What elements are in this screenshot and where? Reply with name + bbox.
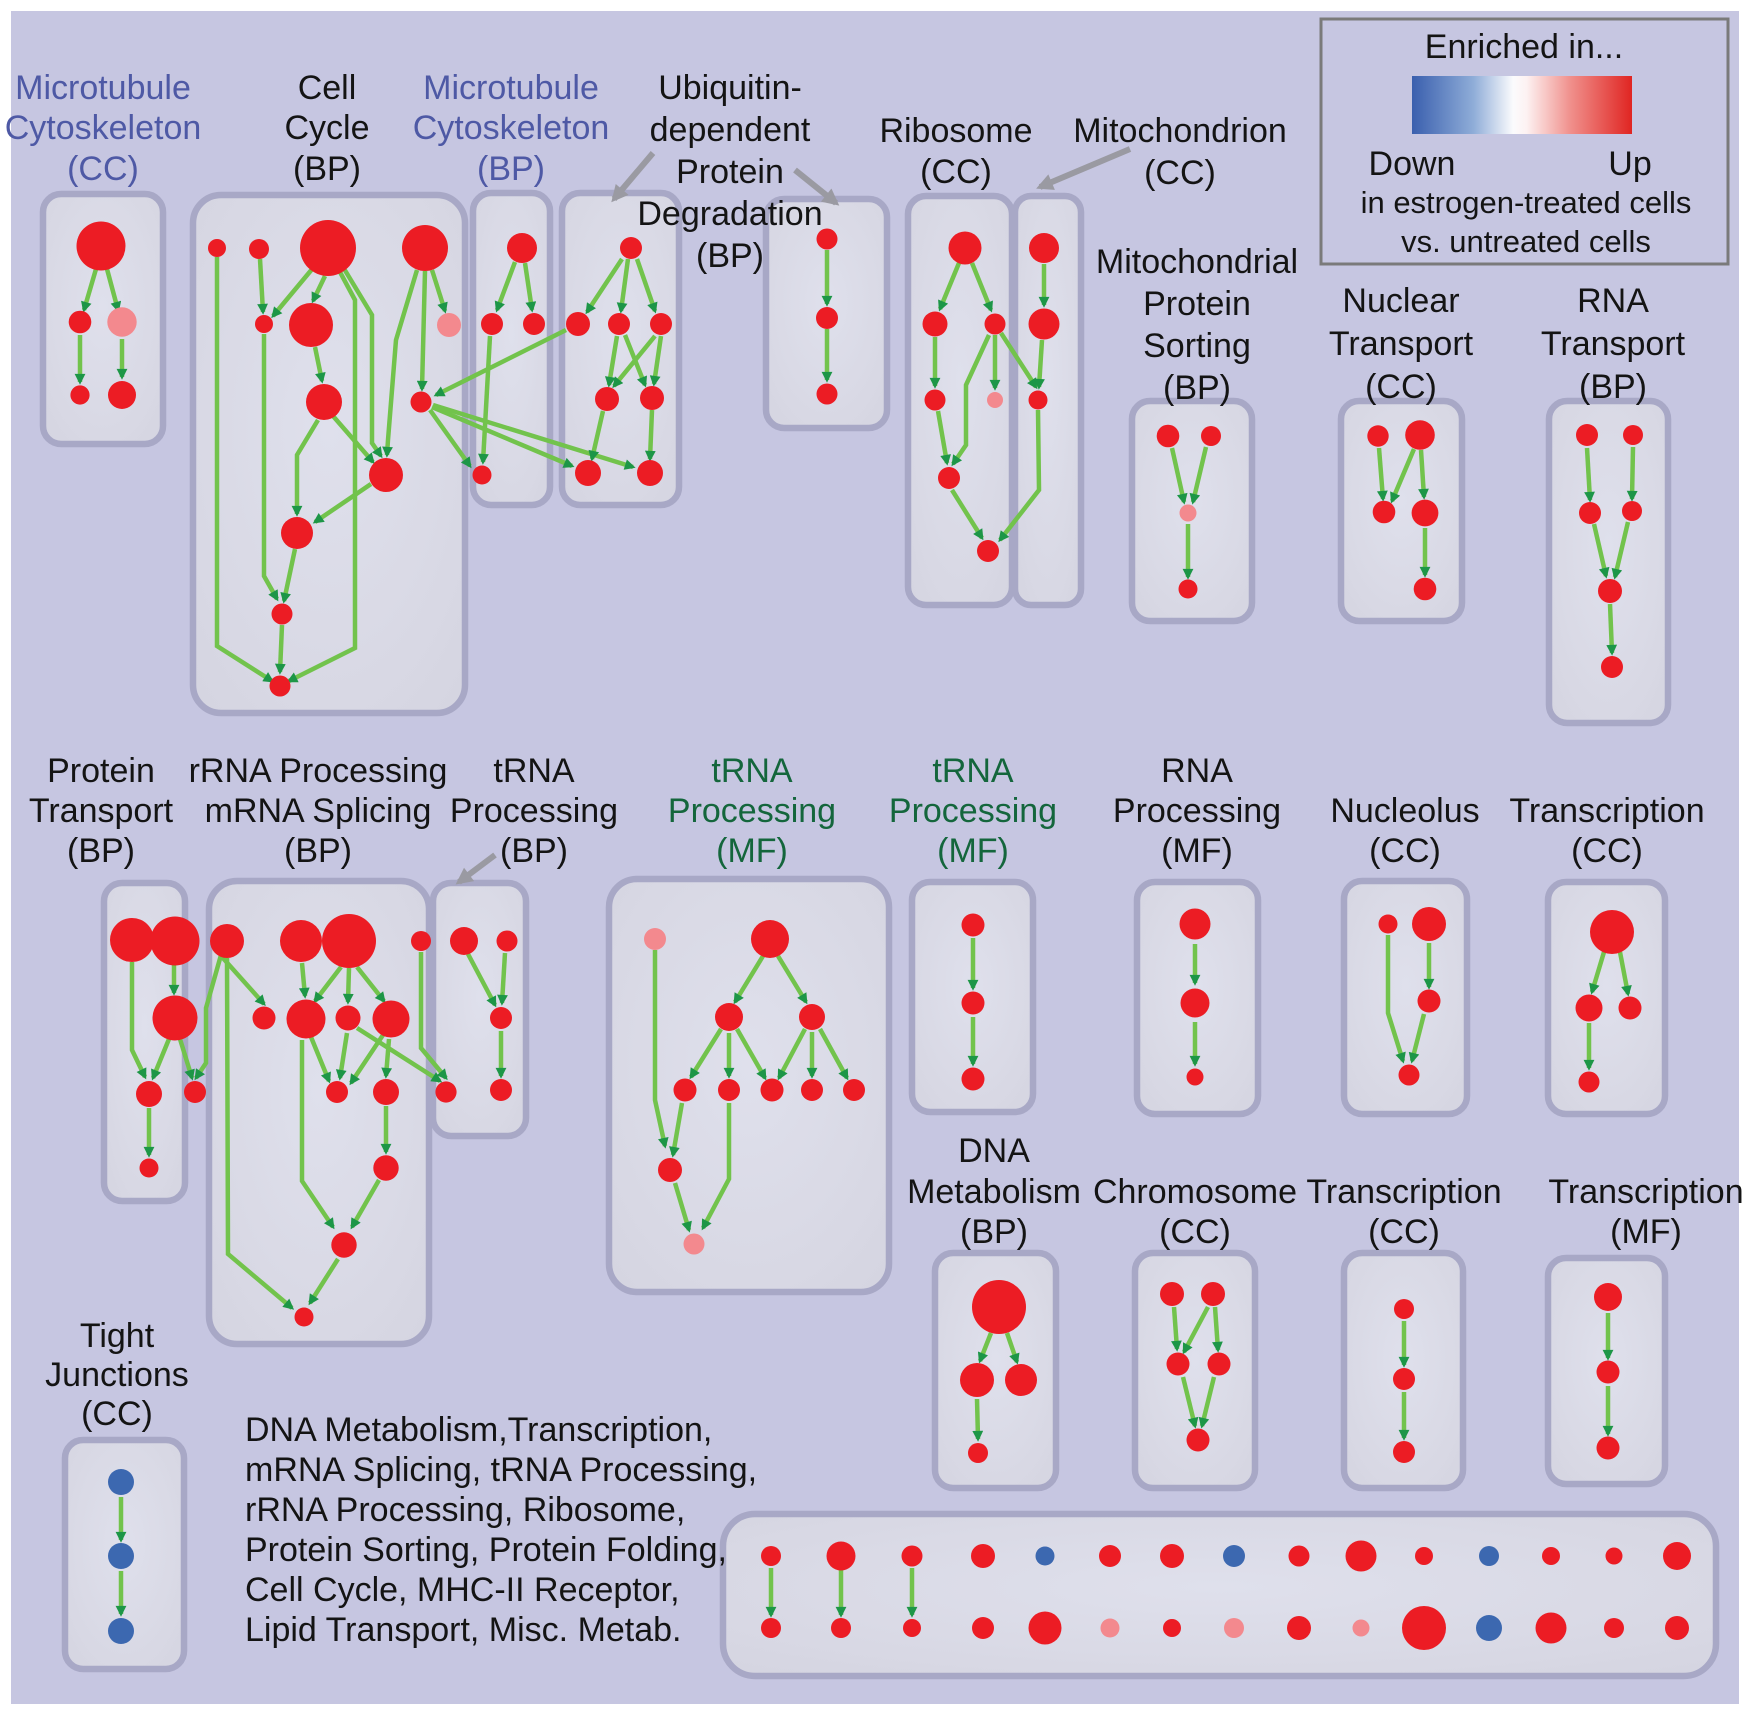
svg-text:(MF): (MF): [937, 832, 1009, 870]
svg-text:Transport: Transport: [1541, 325, 1686, 363]
svg-text:(BP): (BP): [284, 832, 352, 870]
svg-text:Processing: Processing: [1113, 792, 1281, 830]
svg-text:Microtubule: Microtubule: [15, 69, 191, 107]
svg-text:(CC): (CC): [1369, 832, 1441, 870]
svg-text:Cycle: Cycle: [284, 109, 369, 147]
svg-text:RNA: RNA: [1161, 752, 1233, 790]
svg-text:Protein: Protein: [1143, 285, 1251, 323]
svg-text:(BP): (BP): [1163, 369, 1231, 407]
svg-text:(MF): (MF): [716, 832, 788, 870]
svg-text:Transcription: Transcription: [1548, 1173, 1743, 1211]
svg-text:rRNA Processing, Ribosome,: rRNA Processing, Ribosome,: [245, 1491, 685, 1529]
svg-text:Sorting: Sorting: [1143, 327, 1251, 365]
svg-text:Transcription: Transcription: [1509, 792, 1704, 830]
svg-text:Protein Sorting, Protein Foldi: Protein Sorting, Protein Folding,: [245, 1531, 727, 1569]
svg-text:(BP): (BP): [696, 237, 764, 275]
svg-text:tRNA: tRNA: [711, 752, 793, 790]
svg-text:Cytoskeleton: Cytoskeleton: [413, 109, 610, 147]
svg-text:Transcription: Transcription: [1306, 1173, 1501, 1211]
svg-text:DNA Metabolism,Transcription,: DNA Metabolism,Transcription,: [245, 1411, 712, 1449]
svg-text:Processing: Processing: [668, 792, 836, 830]
svg-text:RNA: RNA: [1577, 282, 1649, 320]
svg-text:(BP): (BP): [67, 832, 135, 870]
svg-text:(CC): (CC): [1159, 1213, 1231, 1251]
svg-text:Transport: Transport: [1329, 325, 1474, 363]
svg-text:DNA: DNA: [958, 1132, 1030, 1170]
svg-text:Metabolism: Metabolism: [907, 1173, 1081, 1211]
svg-text:(BP): (BP): [500, 832, 568, 870]
svg-text:(BP): (BP): [293, 150, 361, 188]
svg-text:dependent: dependent: [650, 111, 811, 149]
svg-text:Cell Cycle, MHC-II Receptor,: Cell Cycle, MHC-II Receptor,: [245, 1571, 680, 1609]
svg-text:mRNA Splicing, tRNA Processing: mRNA Splicing, tRNA Processing,: [245, 1451, 757, 1489]
svg-text:Protein: Protein: [47, 752, 155, 790]
svg-text:mRNA Splicing: mRNA Splicing: [205, 792, 432, 830]
svg-text:(MF): (MF): [1610, 1213, 1682, 1251]
svg-text:Protein: Protein: [676, 153, 784, 191]
svg-text:Enriched in...: Enriched in...: [1425, 28, 1623, 66]
svg-text:Mitochondrion: Mitochondrion: [1073, 112, 1287, 150]
svg-text:tRNA: tRNA: [493, 752, 575, 790]
svg-text:(MF): (MF): [1161, 832, 1233, 870]
svg-text:(CC): (CC): [1144, 154, 1216, 192]
svg-text:Mitochondrial: Mitochondrial: [1096, 243, 1298, 281]
svg-text:Nuclear: Nuclear: [1342, 282, 1459, 320]
svg-text:Degradation: Degradation: [637, 195, 822, 233]
svg-text:Processing: Processing: [889, 792, 1057, 830]
svg-text:(CC): (CC): [1368, 1213, 1440, 1251]
svg-text:(CC): (CC): [81, 1395, 153, 1433]
svg-text:in estrogen-treated cells: in estrogen-treated cells: [1361, 185, 1692, 220]
svg-text:(CC): (CC): [1571, 832, 1643, 870]
svg-text:Down: Down: [1369, 145, 1456, 183]
svg-text:Nucleolus: Nucleolus: [1330, 792, 1479, 830]
svg-text:Up: Up: [1608, 145, 1651, 183]
svg-text:Lipid Transport, Misc. Metab.: Lipid Transport, Misc. Metab.: [245, 1611, 682, 1649]
svg-text:Transport: Transport: [29, 792, 174, 830]
svg-text:Processing: Processing: [450, 792, 618, 830]
svg-text:Junctions: Junctions: [45, 1356, 189, 1394]
svg-text:rRNA Processing: rRNA Processing: [189, 752, 448, 790]
svg-text:(CC): (CC): [1365, 368, 1437, 406]
svg-text:(CC): (CC): [920, 153, 992, 191]
svg-text:Cell: Cell: [298, 69, 357, 107]
svg-text:(BP): (BP): [477, 150, 545, 188]
svg-text:Microtubule: Microtubule: [423, 69, 599, 107]
svg-text:(BP): (BP): [1579, 368, 1647, 406]
svg-text:(CC): (CC): [67, 150, 139, 188]
svg-text:Tight: Tight: [80, 1317, 155, 1355]
svg-text:Cytoskeleton: Cytoskeleton: [5, 109, 202, 147]
svg-text:Ribosome: Ribosome: [879, 112, 1032, 150]
svg-text:(BP): (BP): [960, 1213, 1028, 1251]
svg-text:Chromosome: Chromosome: [1093, 1173, 1297, 1211]
svg-text:vs. untreated cells: vs. untreated cells: [1401, 224, 1651, 259]
svg-text:tRNA: tRNA: [932, 752, 1014, 790]
svg-text:Ubiquitin-: Ubiquitin-: [658, 69, 802, 107]
